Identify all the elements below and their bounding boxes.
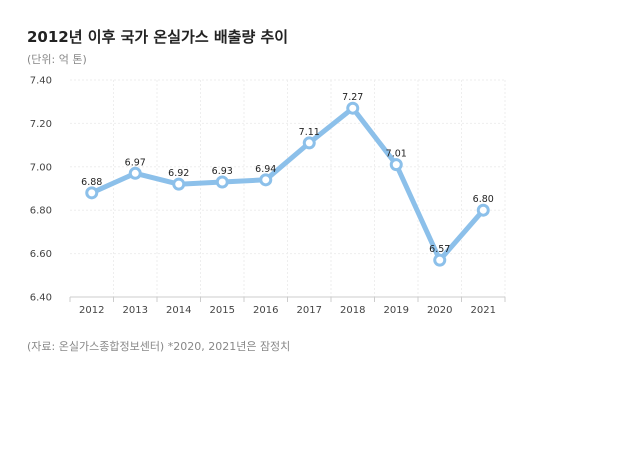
data-labels: 6.88 6.97 6.92 6.93 6.94 7.11 7.27 7.01 6.57 6.80 [81, 92, 494, 255]
data-point [389, 158, 403, 172]
data-point [85, 186, 99, 200]
data-point [476, 203, 490, 217]
data-label: 6.94 [255, 164, 276, 175]
y-tick-label: 7.40 [30, 76, 52, 87]
data-label: 6.92 [168, 168, 189, 179]
unit-label: (단위: 억 톤) [27, 53, 87, 66]
y-tick-label: 7.20 [30, 119, 52, 130]
grid-lines [70, 79, 506, 297]
data-point [302, 136, 316, 150]
x-tick-label: 2016 [253, 305, 278, 316]
x-tick-label: 2018 [340, 305, 365, 316]
series-line-group [89, 105, 486, 263]
data-point [172, 177, 186, 191]
y-tick-label: 6.60 [30, 249, 52, 260]
data-point [215, 175, 229, 189]
x-tick-label: 2021 [471, 305, 496, 316]
x-tick-label: 2015 [210, 305, 235, 316]
x-tick-label: 2012 [79, 305, 104, 316]
data-label: 6.80 [473, 194, 494, 205]
series-line [89, 105, 486, 263]
data-label: 7.27 [342, 92, 363, 103]
x-tick-label: 2013 [123, 305, 148, 316]
data-point [433, 253, 447, 267]
y-tick-label: 6.40 [30, 293, 52, 304]
y-tick-label: 7.00 [30, 162, 52, 173]
data-point [259, 173, 273, 187]
x-tick-label: 2020 [427, 305, 452, 316]
x-tick-label: 2019 [384, 305, 409, 316]
y-tick-label: 6.80 [30, 206, 52, 217]
data-point [128, 166, 142, 180]
source-note: (자료: 온실가스종합정보센터) *2020, 2021년은 잠정치 [27, 340, 291, 353]
data-label: 6.88 [81, 177, 102, 188]
data-label: 7.01 [386, 149, 407, 160]
data-label: 6.93 [212, 166, 233, 177]
data-label: 7.11 [299, 127, 320, 138]
data-point [346, 101, 360, 115]
x-axis: 2012 2013 2014 2015 2016 2017 2018 2019 2020 2021 [69, 296, 506, 316]
line-chart: 6.406.606.807.007.207.40 2012 2013 2014 201… [30, 76, 506, 316]
y-axis: 6.40 6.60 6.80 7.00 7.20 7.40 [30, 76, 52, 304]
x-tick-label: 2017 [297, 305, 322, 316]
chart-title: 2012년 이후 국가 온실가스 배출량 추이 [27, 28, 289, 46]
data-label: 6.97 [125, 157, 146, 168]
data-label: 6.57 [429, 244, 450, 255]
x-tick-label: 2014 [166, 305, 191, 316]
markers [85, 101, 490, 267]
